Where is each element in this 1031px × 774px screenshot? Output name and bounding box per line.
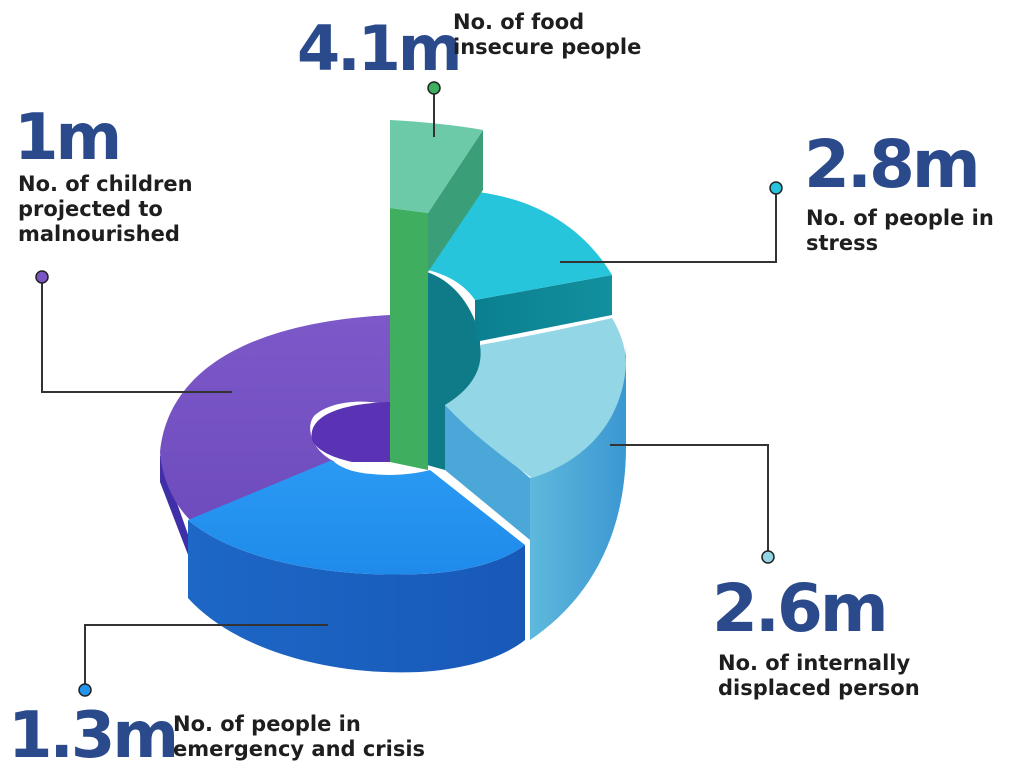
slice-stress-side <box>475 275 612 342</box>
children-desc-line2: projected to <box>18 196 163 221</box>
stress-value: 2.8m <box>804 126 981 203</box>
leader-displaced <box>610 444 775 564</box>
leader-children <box>35 270 232 393</box>
children-desc-line3: malnourished <box>18 221 180 246</box>
slice-food <box>390 120 483 470</box>
slice-children-top <box>160 315 390 520</box>
leader-food <box>427 81 441 137</box>
slice-food-top <box>390 120 483 213</box>
slice-children <box>160 315 390 560</box>
stress-desc-line1: No. of people in <box>806 206 994 230</box>
emergency-description: No. of people in emergency and crisis <box>173 712 425 762</box>
displaced-description: No. of internally displaced person <box>718 651 920 701</box>
slice-emergency <box>188 460 525 673</box>
slice-food-right <box>428 130 483 272</box>
displaced-value: 2.6m <box>712 570 889 647</box>
emergency-value: 1.3m <box>8 699 179 773</box>
slice-stress-inner-wall <box>427 272 481 470</box>
slice-stress <box>427 192 612 470</box>
slice-stress-top <box>428 192 612 300</box>
leader-stress-dot <box>769 181 783 195</box>
leader-children-dot <box>35 270 49 284</box>
stress-description: No. of people in stress <box>806 206 994 256</box>
slice-displaced-side <box>530 345 626 640</box>
slice-displaced-top <box>445 318 626 478</box>
stress-desc-line2: stress <box>806 230 879 255</box>
leader-food-dot <box>427 81 441 95</box>
food-description: No. of food insecure people <box>453 10 641 60</box>
leader-displaced-dot <box>761 550 775 564</box>
displaced-desc-line1: No. of internally <box>718 651 911 675</box>
children-description: No. of children projected to malnourishe… <box>18 172 193 246</box>
slice-displaced-front <box>445 405 530 540</box>
leader-stress <box>560 181 783 263</box>
slice-emergency-top <box>188 460 525 575</box>
displaced-desc-line2: displaced person <box>718 675 920 700</box>
slice-food-front <box>390 208 428 470</box>
slice-displaced <box>445 318 626 640</box>
food-desc-line1: No. of food <box>453 10 585 34</box>
emergency-desc-line1: No. of people in <box>173 712 361 736</box>
leader-emergency <box>78 624 328 697</box>
slice-emergency-side <box>188 520 525 673</box>
children-desc-line1: No. of children <box>18 172 193 196</box>
leader-emergency-dot <box>78 683 92 697</box>
food-value: 4.1m <box>297 12 462 85</box>
emergency-desc-line2: emergency and crisis <box>173 736 426 761</box>
food-desc-line2: insecure people <box>453 34 642 59</box>
slice-children-inner-wall <box>311 402 390 462</box>
children-value: 1m <box>14 101 122 175</box>
